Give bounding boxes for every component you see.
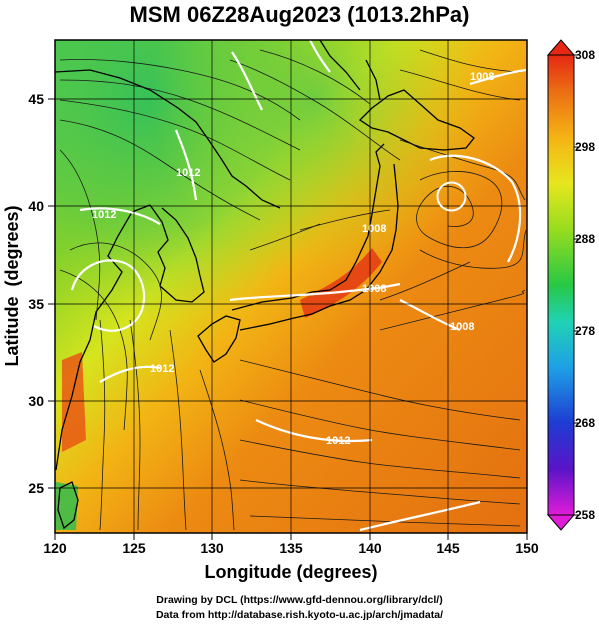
x-tick-label: 130 bbox=[200, 540, 224, 556]
colorbar: 308 298 288 278 268 258 bbox=[546, 39, 595, 531]
isobars bbox=[70, 40, 527, 532]
x-axis-tick-labels: 120 125 130 135 140 145 150 bbox=[43, 540, 539, 556]
isobar-label: 1012 bbox=[150, 363, 174, 375]
colorbar-label: 288 bbox=[575, 232, 595, 246]
credit-line-1: Drawing by DCL (https://www.gfd-dennou.o… bbox=[156, 594, 443, 606]
y-axis-title: Latitude (degrees) bbox=[2, 205, 22, 366]
y-tick-label: 25 bbox=[28, 480, 44, 496]
streamlines bbox=[59, 49, 527, 531]
colorbar-scale bbox=[547, 54, 575, 516]
isobar-label: 1008 bbox=[362, 283, 386, 295]
colorbar-label: 298 bbox=[575, 140, 595, 154]
x-tick-label: 125 bbox=[122, 540, 146, 556]
lat-lon-grid bbox=[55, 40, 527, 533]
isobar-label: 1008 bbox=[470, 71, 494, 83]
isobar-label: 1012 bbox=[92, 209, 116, 221]
colorbar-label: 258 bbox=[575, 508, 595, 522]
isobar-label: 1012 bbox=[326, 435, 350, 447]
colorbar-label: 268 bbox=[575, 416, 595, 430]
x-tick-label: 120 bbox=[43, 540, 67, 556]
isobar-labels: 1012 1012 1008 1008 1012 1008 1012 1008 bbox=[92, 71, 494, 447]
y-axis-tick-labels: 45 40 35 30 25 bbox=[28, 91, 44, 496]
colorbar-top-arrow bbox=[546, 39, 576, 56]
colorbar-label: 278 bbox=[575, 324, 595, 338]
x-axis-title: Longitude (degrees) bbox=[204, 562, 377, 582]
isobar-label: 1008 bbox=[450, 321, 474, 333]
isobar-label: 1008 bbox=[362, 223, 386, 235]
x-tick-label: 150 bbox=[515, 540, 539, 556]
low-pressure-center bbox=[436, 181, 467, 212]
figure-title: MSM 06Z28Aug2023 (1013.2hPa) bbox=[129, 2, 470, 27]
y-tick-label: 45 bbox=[28, 91, 44, 107]
x-axis-ticks bbox=[54, 533, 528, 540]
colorbar-label: 308 bbox=[575, 48, 595, 62]
x-tick-label: 135 bbox=[279, 540, 303, 556]
isobar-label: 1012 bbox=[176, 167, 200, 179]
y-tick-label: 35 bbox=[28, 296, 44, 312]
x-tick-label: 140 bbox=[358, 540, 382, 556]
colorbar-bottom-arrow bbox=[546, 514, 576, 531]
y-tick-label: 30 bbox=[28, 393, 44, 409]
y-axis-ticks bbox=[48, 98, 55, 489]
x-tick-label: 145 bbox=[436, 540, 460, 556]
y-tick-label: 40 bbox=[28, 198, 44, 214]
credit-line-2: Data from http://database.rish.kyoto-u.a… bbox=[155, 609, 444, 621]
